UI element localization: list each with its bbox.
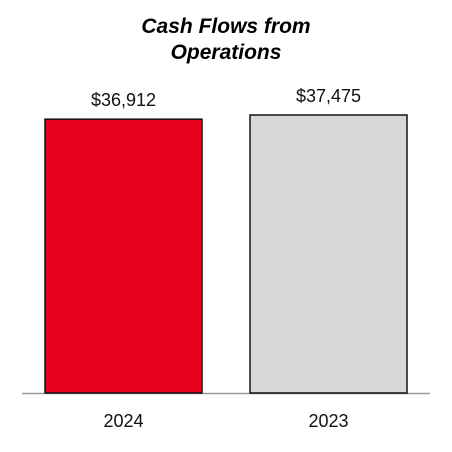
value-label: $36,912 xyxy=(91,90,156,110)
x-tick-label: 2024 xyxy=(103,411,143,431)
x-tick-label: 2023 xyxy=(308,411,348,431)
bar xyxy=(249,114,408,394)
value-label: $37,475 xyxy=(296,86,361,106)
chart-title: Cash Flows from Operations xyxy=(141,15,311,64)
bar xyxy=(44,118,203,394)
